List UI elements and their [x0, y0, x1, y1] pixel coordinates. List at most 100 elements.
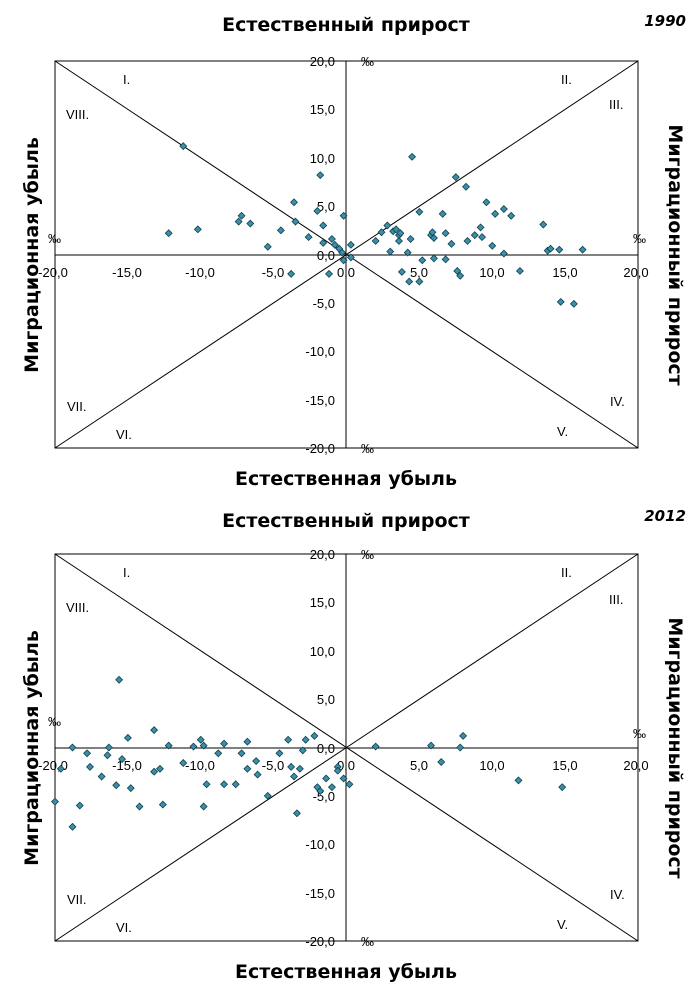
- scatter-points-1990: [164, 142, 587, 308]
- scatter-point-1990-31: [395, 236, 403, 245]
- scatter-point-2012-14: [126, 784, 135, 793]
- scatter-point-1990-58: [482, 198, 491, 207]
- x-tick-label: 0,0: [337, 265, 355, 280]
- scatter-point-2012-36: [263, 791, 272, 800]
- chart-title-1990: 1990: [644, 12, 686, 30]
- scatter-point-2012-17: [150, 726, 159, 735]
- scatter-point-1990-24: [346, 253, 355, 262]
- scatter-point-1990-71: [578, 245, 587, 254]
- scatter-point-1990-56: [476, 223, 485, 232]
- scatter-point-2012-44: [301, 735, 310, 744]
- scatter-point-1990-63: [515, 266, 524, 275]
- sector-label-2-2012: II.: [561, 565, 572, 580]
- scatter-point-2012-48: [322, 774, 331, 783]
- scatter-point-1990-5: [246, 219, 255, 228]
- scatter-point-2012-38: [284, 735, 293, 744]
- scatter-points-2012: [51, 675, 567, 831]
- sector-label-8-1990: VIII.: [66, 107, 89, 122]
- scatter-point-2012-37: [275, 749, 284, 758]
- y-tick-label: -10,0: [305, 837, 335, 852]
- chart-title-2012: 2012: [644, 507, 686, 525]
- y-tick-label: -10,0: [305, 344, 335, 359]
- scatter-point-2012-54: [371, 742, 380, 751]
- y-tick-label: 10,0: [310, 151, 335, 166]
- sector-label-6-1990: VI.: [116, 427, 132, 442]
- sector-label-4-2012: IV.: [610, 887, 625, 902]
- scatter-point-1990-47: [441, 229, 450, 238]
- y-tick-label: -20,0: [305, 934, 335, 949]
- top-axis-title-1990: Естественный прирост: [222, 14, 470, 36]
- scatter-point-2012-60: [558, 783, 567, 792]
- scatter-point-1990-52: [456, 271, 465, 280]
- scatter-point-2012-6: [86, 762, 94, 771]
- y-tick-label: -20,0: [305, 441, 335, 456]
- sector-label-1-1990: I.: [123, 72, 130, 87]
- scatter-point-2012-20: [164, 741, 173, 750]
- chart-panel-1990: Естественный прирост 1990 Миграционная у…: [21, 12, 686, 490]
- x-tick-label: 5,0: [410, 265, 428, 280]
- plot-area-2012: ‰ ‰ ‰ ‰ I. II. III. IV. V. VI. VII. VIII…: [38, 547, 648, 949]
- scatter-point-2012-1: [56, 764, 65, 773]
- scatter-point-2012-32: [243, 764, 252, 773]
- x-tick-label: -20,0: [38, 758, 68, 773]
- x-tick-label: -15,0: [112, 758, 142, 773]
- right-axis-title-2012: Миграционный прирост: [664, 617, 686, 878]
- scatter-point-1990-64: [499, 249, 508, 258]
- scatter-point-2012-57: [456, 743, 465, 752]
- scatter-point-1990-3: [234, 217, 243, 226]
- scatter-point-1990-15: [319, 238, 328, 247]
- scatter-point-2012-39: [287, 762, 296, 771]
- scatter-point-1990-13: [316, 171, 325, 180]
- scatter-point-1990-21: [339, 211, 348, 220]
- scatter-point-2012-51: [333, 766, 342, 775]
- scatter-point-1990-14: [319, 221, 328, 230]
- y-tick-label: 5,0: [317, 199, 335, 214]
- x-tick-label: 15,0: [552, 758, 577, 773]
- scatter-point-1990-51: [453, 266, 462, 275]
- sector-label-1-2012: I.: [123, 565, 130, 580]
- chart-panel-2012: Естественный прирост 2012 Миграционная у…: [21, 507, 686, 983]
- unit-label-right-2012: ‰: [633, 726, 646, 741]
- y-tick-label: -15,0: [305, 886, 335, 901]
- scatter-point-1990-2: [193, 225, 202, 234]
- scatter-point-1990-59: [488, 241, 497, 250]
- scatter-point-1990-48: [441, 255, 450, 264]
- scatter-point-1990-69: [556, 297, 565, 306]
- scatter-point-2012-27: [214, 749, 223, 758]
- x-tick-label: -10,0: [185, 265, 215, 280]
- scatter-point-2012-43: [298, 746, 307, 755]
- x-tick-label: 0,0: [337, 758, 355, 773]
- scatter-point-1990-22: [346, 240, 355, 249]
- scatter-point-1990-18: [330, 240, 339, 249]
- y-tick-labels-1990: 20,0 15,0 10,0 5,0 0,0 -5,0 -10,0 -15,0 …: [305, 54, 335, 456]
- scatter-point-1990-10: [287, 269, 296, 278]
- unit-label-bottom-1990: ‰: [361, 441, 374, 456]
- scatter-point-1990-44: [429, 234, 438, 243]
- scatter-point-1990-8: [290, 198, 298, 207]
- x-tick-label: -15,0: [112, 265, 142, 280]
- scatter-point-1990-53: [462, 182, 470, 191]
- sector-label-4-1990: IV.: [610, 394, 625, 409]
- scatter-point-2012-5: [83, 749, 92, 758]
- scatter-point-1990-37: [408, 152, 417, 161]
- scatter-point-1990-16: [325, 269, 333, 278]
- scatter-point-2012-3: [68, 743, 77, 752]
- scatter-point-2012-7: [97, 772, 106, 781]
- y-tick-label: 5,0: [317, 692, 335, 707]
- x-tick-label: 10,0: [479, 265, 504, 280]
- bottom-axis-title-1990: Естественная убыль: [235, 468, 457, 490]
- scatter-point-2012-47: [316, 787, 325, 796]
- sector-label-2-1990: II.: [561, 72, 572, 87]
- sector-label-7-1990: VII.: [67, 399, 87, 414]
- scatter-point-1990-36: [406, 235, 415, 243]
- x-tick-label: -5,0: [262, 265, 284, 280]
- scatter-point-2012-58: [459, 731, 468, 740]
- sector-label-6-2012: VI.: [116, 920, 132, 935]
- scatter-point-1990-34: [396, 229, 405, 238]
- top-axis-title-2012: Естественный прирост: [222, 510, 470, 532]
- scatter-point-2012-59: [514, 776, 523, 785]
- scatter-point-1990-35: [403, 248, 412, 257]
- left-axis-title-2012: Миграционная убыль: [21, 630, 43, 866]
- y-tick-label: -15,0: [305, 393, 335, 408]
- y-tick-label: -5,0: [313, 296, 335, 311]
